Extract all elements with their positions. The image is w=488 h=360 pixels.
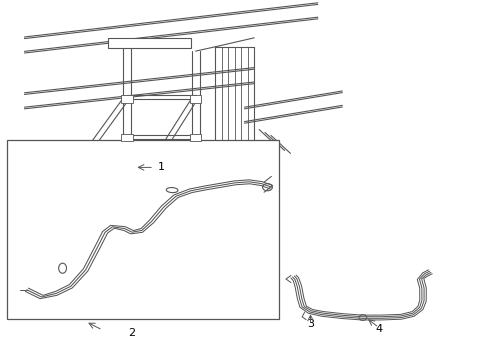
Bar	[107, 38, 190, 48]
Text: 1: 1	[158, 162, 164, 172]
Bar	[121, 134, 133, 141]
Bar	[189, 134, 201, 141]
Text: 3: 3	[306, 319, 313, 329]
Bar	[189, 95, 201, 103]
Text: 4: 4	[375, 324, 382, 334]
Ellipse shape	[59, 263, 66, 273]
Bar	[121, 95, 133, 103]
Bar	[7, 140, 278, 319]
Text: 2: 2	[128, 328, 135, 338]
Ellipse shape	[166, 188, 178, 193]
